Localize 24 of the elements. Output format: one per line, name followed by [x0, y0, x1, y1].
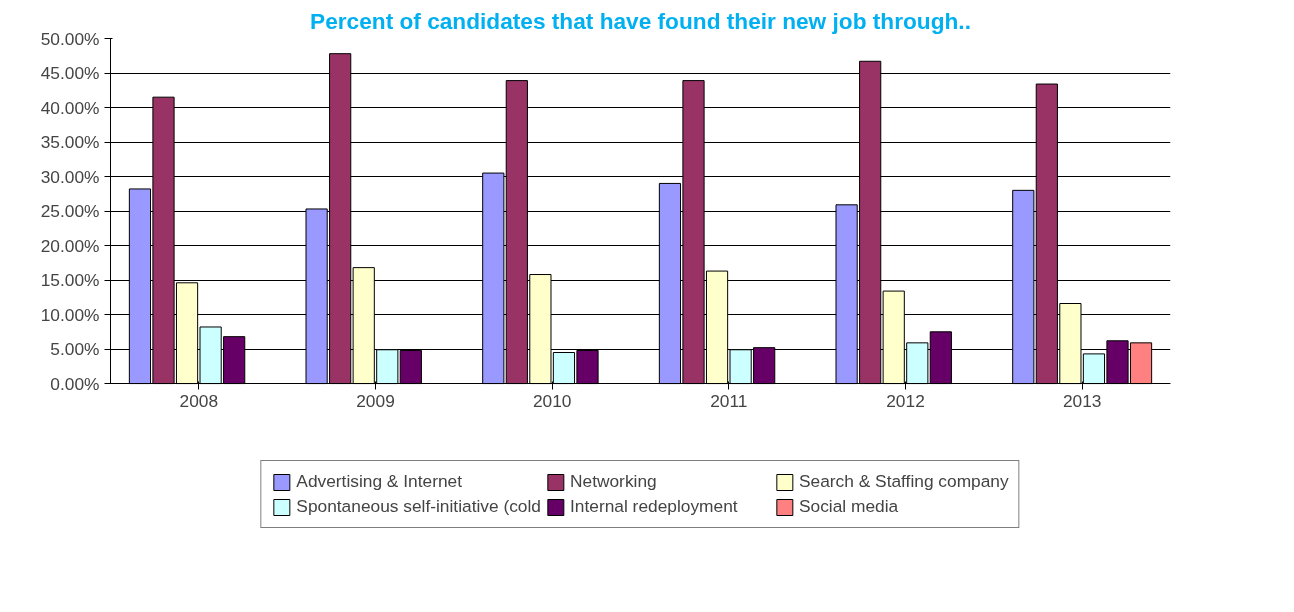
x-tick-label: 2013: [1062, 390, 1102, 411]
y-tick-label: 0.00%: [50, 373, 100, 394]
y-tick-label: 20.00%: [40, 235, 100, 256]
chart-title: Percent of candidates that have found their new job through..: [310, 7, 971, 34]
x-tick-label: 2008: [179, 390, 219, 411]
y-tick-label: 30.00%: [40, 166, 100, 187]
legend-label: Internal redeployment: [570, 496, 739, 517]
y-tick-label: 40.00%: [40, 97, 100, 118]
y-tick-label: 25.00%: [40, 201, 100, 222]
legend-label: Search & Staffing company: [799, 471, 1009, 492]
legend-label: Spontaneous self-initiative (cold: [296, 496, 541, 517]
y-tick-label: 15.00%: [40, 270, 100, 291]
y-tick-label: 50.00%: [40, 28, 100, 49]
y-tick-label: 5.00%: [50, 339, 100, 360]
y-tick-label: 10.00%: [40, 304, 100, 325]
x-tick-label: 2010: [532, 390, 572, 411]
legend-label: Social media: [799, 496, 900, 517]
x-tick-label: 2011: [710, 390, 748, 411]
y-tick-label: 45.00%: [40, 63, 100, 84]
x-tick-label: 2012: [886, 390, 925, 411]
x-tick-label: 2009: [356, 390, 395, 411]
legend-label: Advertising & Internet: [296, 471, 463, 492]
y-tick-label: 35.00%: [40, 132, 100, 153]
legend-label: Networking: [570, 471, 658, 492]
